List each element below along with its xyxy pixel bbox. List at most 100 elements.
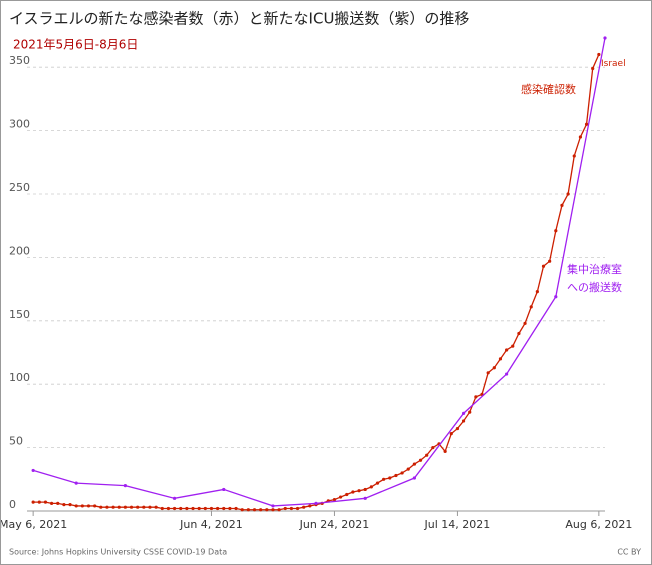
point	[295, 506, 300, 511]
point	[222, 487, 226, 492]
point	[363, 487, 367, 492]
series-line	[32, 37, 606, 507]
point	[228, 506, 232, 511]
point	[172, 506, 177, 511]
point	[105, 505, 109, 509]
x-tick-label: Jun 24, 2021	[299, 518, 370, 531]
point	[505, 348, 509, 352]
point	[363, 496, 367, 500]
point	[486, 371, 490, 375]
point	[142, 505, 146, 509]
point	[302, 505, 306, 509]
point	[62, 503, 66, 507]
point	[289, 506, 294, 511]
point	[400, 471, 404, 475]
point	[222, 506, 226, 511]
point	[216, 506, 220, 511]
y-tick-label: 250	[9, 181, 30, 194]
annotation: Israel	[601, 59, 626, 69]
point	[123, 505, 127, 509]
point	[203, 506, 207, 511]
point	[492, 366, 496, 370]
point	[369, 485, 373, 489]
point	[523, 321, 527, 325]
point	[197, 506, 201, 511]
point	[351, 490, 355, 494]
series-label: 集中治療室への搬送数	[567, 263, 622, 294]
point	[31, 468, 35, 473]
point	[209, 506, 214, 511]
x-tick-label: Aug 6, 2021	[565, 518, 632, 531]
point	[388, 476, 392, 480]
point	[517, 331, 521, 336]
point	[259, 508, 263, 512]
point	[382, 477, 386, 481]
point	[468, 410, 472, 414]
point	[474, 395, 478, 399]
point	[572, 154, 576, 158]
point	[548, 259, 552, 263]
y-tick-label: 150	[9, 308, 30, 321]
point	[308, 504, 312, 508]
point	[461, 411, 466, 415]
y-tick-label: 300	[9, 118, 30, 131]
point	[412, 462, 416, 466]
point	[111, 505, 115, 509]
point	[332, 497, 337, 502]
point	[271, 508, 275, 512]
point	[129, 505, 134, 509]
point	[74, 504, 78, 508]
point	[246, 508, 250, 512]
series-line	[33, 54, 600, 511]
point	[566, 192, 570, 196]
point	[136, 505, 140, 509]
point	[498, 357, 503, 361]
point	[43, 500, 48, 504]
x-tick-label: Jul 14, 2021	[424, 518, 491, 531]
point	[179, 506, 183, 511]
point	[160, 506, 164, 511]
point	[283, 506, 287, 511]
point	[49, 501, 54, 505]
point	[191, 506, 195, 511]
point	[314, 501, 318, 505]
point	[591, 66, 595, 71]
point	[554, 295, 558, 299]
point	[265, 508, 269, 512]
point	[117, 505, 121, 509]
point	[338, 495, 343, 499]
license: CC BY	[617, 548, 641, 557]
y-tick-label: 0	[9, 498, 16, 511]
chart-subtitle: 2021年5月6日-8月6日	[13, 38, 138, 52]
y-tick-label: 200	[9, 244, 30, 257]
point	[425, 453, 429, 457]
point	[345, 492, 349, 497]
point	[123, 484, 127, 488]
point	[148, 505, 152, 509]
point	[252, 508, 257, 512]
point	[554, 229, 558, 233]
point	[394, 473, 398, 478]
point	[461, 419, 466, 423]
point	[166, 506, 171, 511]
point	[578, 135, 583, 139]
point	[74, 481, 78, 485]
series-label: 感染確認数	[521, 83, 576, 96]
point	[56, 501, 60, 505]
point	[93, 504, 97, 508]
point	[277, 508, 281, 512]
point	[172, 496, 177, 500]
point	[560, 203, 564, 208]
point	[541, 264, 546, 268]
point	[412, 476, 416, 480]
source: Source: Johns Hopkins University CSSE CO…	[9, 548, 227, 557]
point	[449, 432, 453, 436]
x-tick-label: May 6, 2021	[1, 518, 67, 531]
point	[529, 305, 533, 309]
point	[375, 481, 380, 485]
point	[455, 426, 460, 431]
chart-title: イスラエルの新たな感染者数（赤）と新たなICU搬送数（紫）の推移	[9, 10, 469, 28]
y-tick-label: 100	[9, 371, 30, 384]
point	[511, 344, 515, 348]
